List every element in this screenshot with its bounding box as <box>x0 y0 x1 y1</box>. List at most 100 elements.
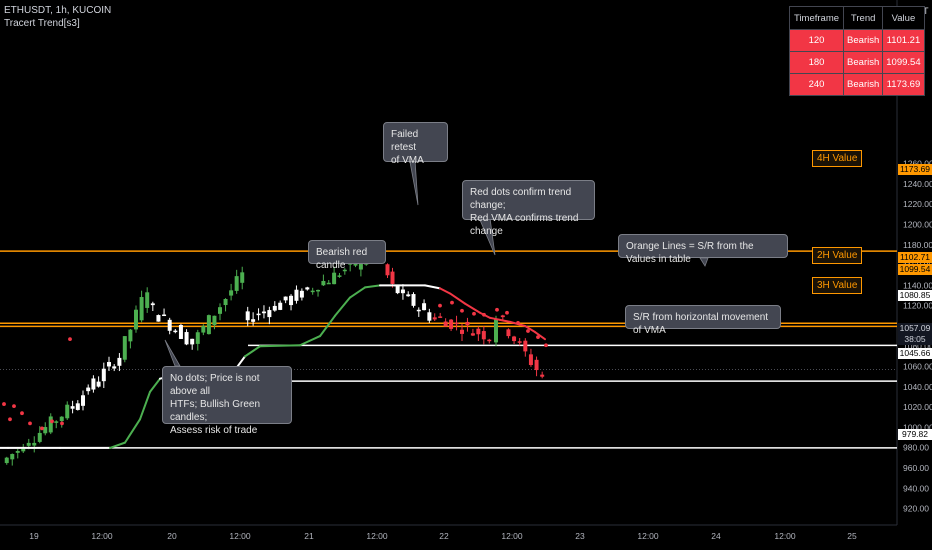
candle-body <box>229 290 234 296</box>
red-trend-dot <box>68 337 72 342</box>
indicator-title[interactable]: Tracert Trend[s3] <box>4 18 80 29</box>
note-sr-horizontal: S/R from horizontal movement of VMA <box>625 305 781 336</box>
candle-body <box>326 282 331 285</box>
symbol-title[interactable]: ETHUSDT, 1h, KUCOIN <box>4 5 112 16</box>
price-tick-label: 1240.00 <box>903 179 932 189</box>
candle-body <box>294 289 299 301</box>
price-tick-label: 1060.00 <box>903 362 932 372</box>
time-tick-label: 23 <box>575 531 585 541</box>
candle-body <box>500 315 505 318</box>
note-failed-retest: Failed retest of VMA <box>383 122 448 166</box>
table-header: Timeframe <box>788 6 845 30</box>
price-tick-label: 1200.00 <box>903 219 932 229</box>
price-badge-1099: 1099.54 <box>898 264 932 275</box>
red-trend-dot <box>495 307 499 312</box>
price-tick-label: 1260.00 <box>903 159 932 169</box>
candle-body <box>178 324 183 339</box>
candle-body <box>234 276 239 291</box>
time-tick-label: 24 <box>711 531 721 541</box>
candle-body <box>470 333 475 336</box>
time-tick-label: 20 <box>167 531 177 541</box>
table-cell: 180 <box>788 51 845 74</box>
red-trend-dot <box>12 404 16 409</box>
candle-body <box>283 296 288 301</box>
candle-body <box>54 421 59 423</box>
candle-body <box>337 275 342 277</box>
red-trend-dot <box>536 335 540 340</box>
htf-trend-table: Timeframe Trend Value 120 Bearish 1101.2… <box>788 6 925 96</box>
trend-dots <box>2 300 548 431</box>
time-tick-label: 12:00 <box>501 531 523 541</box>
candle-body <box>101 368 106 382</box>
chart-legend: ETHUSDT, 1h, KUCOIN Tracert Trend[s3] <box>4 4 111 30</box>
candle-body <box>449 319 454 329</box>
candle-body <box>460 329 464 334</box>
table-cell: Bearish <box>843 51 884 74</box>
red-trend-dot <box>544 343 548 348</box>
candle-body <box>190 338 195 345</box>
time-tick-label: 12:00 <box>229 531 251 541</box>
red-trend-dot <box>20 411 24 416</box>
red-trend-dot <box>460 308 464 313</box>
vma-segment <box>439 287 451 295</box>
candle-body <box>416 309 421 312</box>
candle-body <box>512 336 517 342</box>
vma-segment <box>109 441 126 449</box>
candle-body <box>75 403 80 410</box>
candle-body <box>139 297 144 321</box>
candle-body <box>422 303 427 311</box>
red-trend-dot <box>450 300 454 305</box>
table-cell: Bearish <box>843 29 884 52</box>
candle-body <box>332 272 337 285</box>
note-no-dots: No dots; Price is not above all HTFs; Bu… <box>162 366 292 436</box>
candle-body <box>267 310 272 318</box>
candle-body <box>26 442 31 446</box>
price-tick-label: 1000.00 <box>903 422 932 432</box>
candle-body <box>156 315 161 322</box>
table-cell: 1099.54 <box>882 51 925 74</box>
candle-body <box>167 319 172 331</box>
candle-body <box>353 262 358 266</box>
note-bearish-candle: Bearish red candle <box>308 240 386 271</box>
price-tick-label: 920.00 <box>903 504 929 514</box>
candle-body <box>481 331 486 340</box>
note-red-dots: Red dots confirm trend change; Red VMA c… <box>462 180 595 237</box>
candle-body <box>212 315 217 325</box>
candle-body <box>223 298 228 306</box>
candle-body <box>454 322 459 325</box>
candle-body <box>184 332 189 345</box>
candle-body <box>59 416 64 422</box>
time-tick-label: 12:00 <box>91 531 113 541</box>
candle-body <box>342 269 347 272</box>
vma-segment <box>449 292 466 305</box>
vma-segment <box>139 390 151 421</box>
candle-body <box>390 271 395 284</box>
candle-body <box>400 289 405 294</box>
candle-body <box>206 315 211 335</box>
table-header: Trend <box>843 6 884 30</box>
price-tick-label: 1220.00 <box>903 199 932 209</box>
red-trend-dot <box>2 402 6 406</box>
table-cell: 240 <box>788 73 845 96</box>
candle-body <box>122 336 127 360</box>
table-cell: 120 <box>788 29 845 52</box>
red-trend-dot <box>40 426 44 431</box>
vma-segment <box>299 335 321 347</box>
candle-body <box>506 329 511 337</box>
price-tick-label: 980.00 <box>903 443 929 453</box>
time-axis-ticks: 19 12:00 20 12:00 21 12:00 22 12:00 23 12:00 24 12:… <box>29 531 857 541</box>
candle-body <box>162 314 167 317</box>
candle-body <box>395 285 400 294</box>
candle-body <box>117 357 122 366</box>
candle-body <box>517 341 522 343</box>
candle-body <box>534 359 539 371</box>
time-tick-label: 12:00 <box>637 531 659 541</box>
price-badge-979: 979.82 <box>898 429 932 440</box>
red-trend-dot <box>505 310 509 315</box>
price-tick-label: 1020.00 <box>903 402 932 412</box>
candle-body <box>48 416 53 433</box>
candle-body <box>272 305 277 311</box>
vma-segment <box>244 345 261 358</box>
